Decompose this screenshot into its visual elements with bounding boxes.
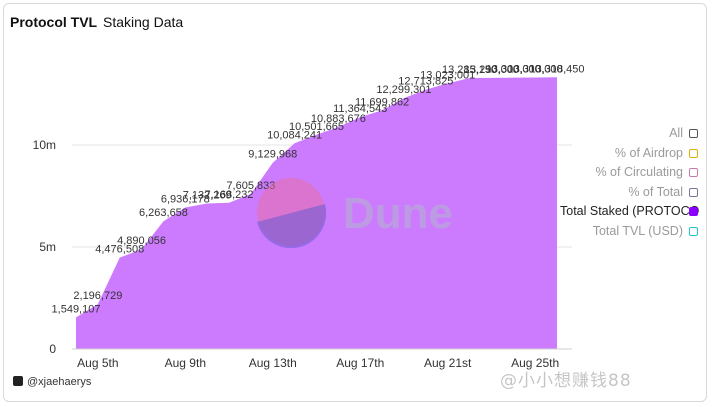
author-handle: @xjaehaerys xyxy=(27,376,92,388)
data-label: 4,476,508 xyxy=(95,244,144,256)
data-label: 10,084,241 xyxy=(267,129,322,141)
data-label: 7,168,232 xyxy=(205,189,254,201)
data-label: 13,285,150 xyxy=(442,64,497,76)
data-label: 9,129,968 xyxy=(248,149,297,161)
avatar-icon xyxy=(13,376,23,386)
tab-staking-data[interactable]: Staking Data xyxy=(103,14,184,30)
data-label: 13,023,001 xyxy=(420,69,475,81)
watermark: @小小想赚钱88 xyxy=(500,371,632,391)
legend-label: % of Airdrop xyxy=(614,145,683,160)
legend-swatch-icon xyxy=(689,187,698,197)
data-label: 10,883,676 xyxy=(311,113,366,125)
legend: All % of Airdrop % of Circulating % of Tota… xyxy=(560,124,700,241)
data-label: 13,290,000 xyxy=(464,64,519,76)
data-label: 12,299,301 xyxy=(376,84,431,96)
data-label: 4,890,056 xyxy=(117,235,166,247)
legend-item[interactable]: % of Airdrop xyxy=(560,144,700,164)
legend-item[interactable]: Total Staked (PROTOCOL) xyxy=(560,202,700,222)
y-tick-label: 5m xyxy=(39,240,56,254)
legend-label: % of Circulating xyxy=(595,165,683,179)
data-label: 1,549,107 xyxy=(52,303,101,315)
y-tick-label: 0 xyxy=(49,342,56,356)
x-tick-label: Aug 5th xyxy=(77,356,118,370)
data-label: 12,713,825 xyxy=(398,76,453,88)
x-tick-label: Aug 13th xyxy=(249,356,297,370)
y-tick-label: 10m xyxy=(33,138,56,152)
data-label: 7,132,269 xyxy=(183,190,232,202)
data-label: 2,196,729 xyxy=(73,290,122,302)
legend-item[interactable]: Total TVL (USD) xyxy=(560,222,700,242)
x-tick-label: Aug 21st xyxy=(424,356,472,370)
x-tick-label: Aug 25th xyxy=(511,356,559,370)
data-label: 10,501,665 xyxy=(289,121,344,133)
data-label: 13,310,000 xyxy=(508,63,563,75)
data-label: 13,300,000 xyxy=(486,64,541,76)
legend-label: % of Total xyxy=(628,184,683,199)
data-label: 6,936,178 xyxy=(161,194,210,206)
legend-swatch-icon xyxy=(689,168,698,177)
x-tick-label: Aug 9th xyxy=(165,356,206,370)
legend-label: Total TVL (USD) xyxy=(592,223,683,238)
dune-logo-text: Dune xyxy=(343,189,453,238)
legend-label: All xyxy=(669,126,683,140)
chart-title: Protocol TVL xyxy=(10,14,98,30)
data-label: 11,364,543 xyxy=(333,103,387,115)
legend-item[interactable]: All xyxy=(560,124,700,144)
legend-item[interactable]: % of Total xyxy=(560,183,700,203)
data-label: 6,263,658 xyxy=(139,207,188,219)
x-tick-label: Aug 17th xyxy=(336,356,384,370)
legend-swatch-icon xyxy=(689,207,698,216)
legend-label: Total Staked (PROTOCOL) xyxy=(560,204,700,218)
footer-author[interactable]: @xjaehaerys xyxy=(13,376,91,388)
data-label: 7,605,833 xyxy=(226,180,275,192)
legend-item[interactable]: % of Circulating xyxy=(560,163,700,183)
data-label: 13,318,450 xyxy=(529,63,584,75)
legend-swatch-icon xyxy=(689,129,698,138)
legend-swatch-icon xyxy=(689,148,698,158)
legend-swatch-icon xyxy=(689,226,698,236)
data-label: 11,699,862 xyxy=(355,96,409,108)
dune-logo: Dune xyxy=(257,178,453,248)
